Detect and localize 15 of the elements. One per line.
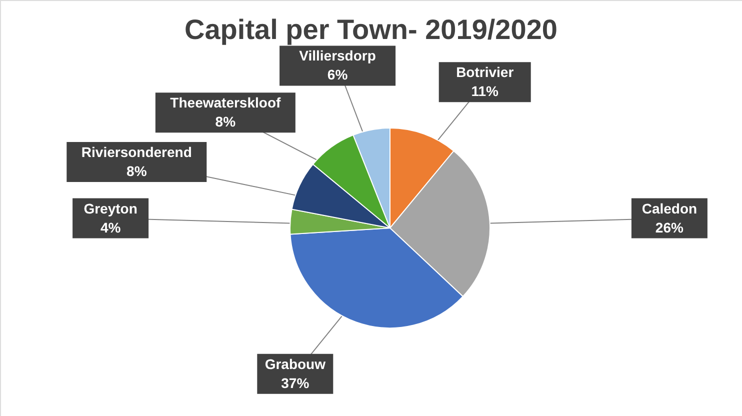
- slice-label: Grabouw: [264, 356, 326, 372]
- slice-label: Villiersdorp: [299, 48, 376, 64]
- slice-label: Botrivier: [456, 64, 514, 80]
- data-label: 11%: [471, 83, 500, 100]
- data-label: 8%: [215, 114, 236, 130]
- slice-label: Caledon: [642, 200, 698, 216]
- data-label: 4%: [100, 219, 122, 236]
- data-label: 26%: [655, 219, 684, 236]
- chart-title: Capital per Town- 2019/2020: [184, 14, 558, 45]
- slice-label: Greyton: [84, 200, 138, 216]
- slice-label: Theewaterskloof: [170, 94, 281, 111]
- data-label: 8%: [126, 163, 148, 180]
- data-label: 37%: [281, 374, 310, 391]
- data-label: 6%: [327, 66, 348, 83]
- slice-label: Riviersonderend: [81, 144, 192, 160]
